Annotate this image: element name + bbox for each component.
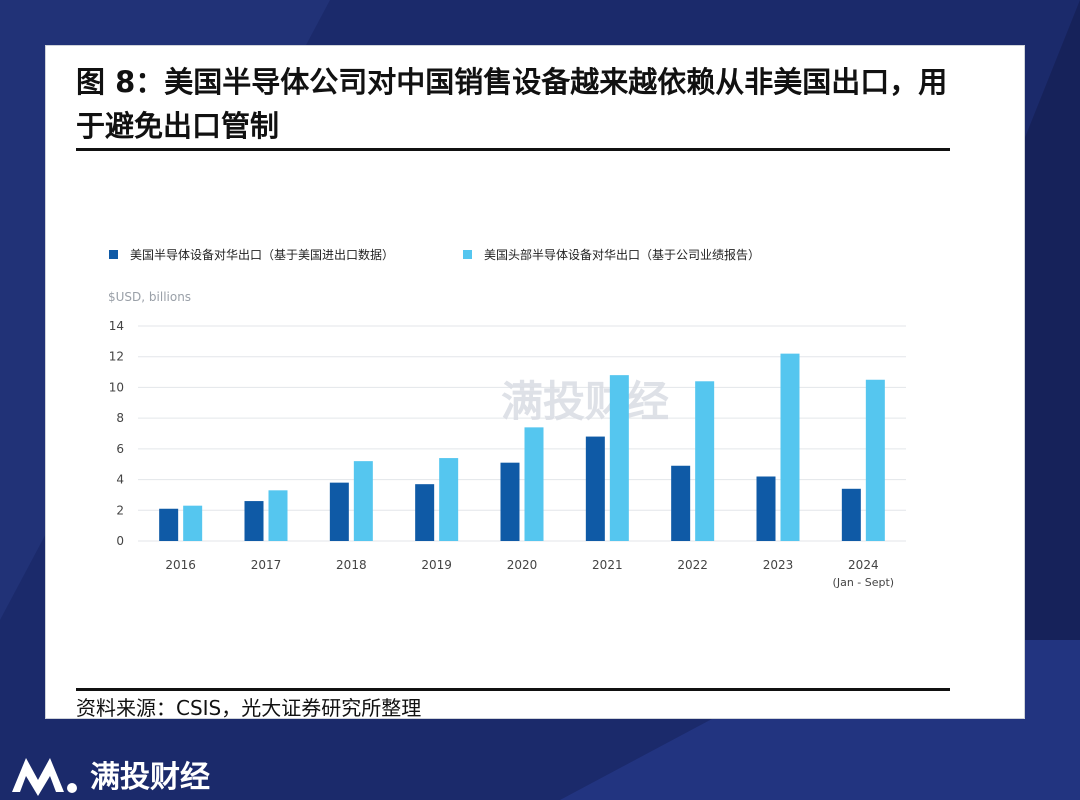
bar-series1-2023: [756, 476, 776, 541]
x-tick-label: 2016: [165, 558, 196, 572]
watermark-text: 满投财经: [501, 377, 669, 426]
bar-series2-2022: [695, 381, 715, 541]
y-tick-label: 8: [116, 411, 124, 425]
bar-chart: 0 2 4 6 8 10 12 14 满投财经 2016 2017 2018 2019 2020 202…: [109, 319, 906, 589]
y-tick-label: 6: [116, 442, 124, 456]
chart-title: 图 8：美国半导体公司对中国销售设备越来越依赖从非美国出口，用于避免出口管制: [76, 65, 948, 143]
x-tick-sublabel: (Jan - Sept): [833, 576, 895, 589]
legend-label-series1: 美国半导体设备对华出口（基于美国进出口数据）: [130, 248, 395, 262]
legend-swatch-series2: [463, 250, 472, 259]
x-tick-label: 2022: [677, 558, 708, 572]
legend-label-series2: 美国头部半导体设备对华出口（基于公司业绩报告）: [484, 248, 761, 262]
bar-series2-2018: [353, 461, 373, 541]
source-note: 资料来源：CSIS，光大证券研究所整理: [76, 696, 422, 720]
bar-series1-2022: [671, 465, 691, 541]
title-divider: [76, 148, 950, 151]
y-tick-label: 4: [116, 473, 124, 487]
y-tick-labels: 0 2 4 6 8 10 12 14: [109, 319, 124, 548]
bar-series2-2024: [865, 379, 885, 541]
bar-series1-2017: [244, 501, 264, 541]
chart-card: 图 8：美国半导体公司对中国销售设备越来越依赖从非美国出口，用于避免出口管制 美…: [45, 45, 1025, 720]
x-tick-label: 2023: [763, 558, 794, 572]
y-tick-label: 0: [116, 534, 124, 548]
bars: [159, 353, 885, 541]
legend-entry-series2: 美国头部半导体设备对华出口（基于公司业绩报告）: [463, 246, 760, 263]
bar-series1-2021: [585, 436, 605, 541]
x-tick-label: 2018: [336, 558, 367, 572]
legend-entry-series1: 美国半导体设备对华出口（基于美国进出口数据）: [109, 246, 394, 263]
y-axis-unit-label: $USD, billions: [108, 290, 192, 304]
x-tick-label: 2020: [507, 558, 538, 572]
x-tick-label: 2017: [251, 558, 282, 572]
source-divider: [76, 688, 950, 691]
y-tick-label: 10: [109, 380, 124, 394]
brand-name: 满投财经: [90, 760, 210, 795]
bar-series2-2016: [183, 505, 203, 541]
bar-series1-2020: [500, 462, 520, 541]
bar-series1-2018: [329, 482, 349, 541]
bar-series1-2016: [159, 508, 179, 541]
bar-series2-2023: [780, 353, 800, 541]
x-tick-labels: 2016 2017 2018 2019 2020 2021 2022 2023 2024 (Jan…: [165, 558, 894, 589]
brand-logo-icon: [12, 758, 77, 796]
bar-series2-2021: [609, 375, 629, 541]
bar-series2-2017: [268, 490, 288, 541]
y-tick-label: 12: [109, 350, 124, 364]
x-tick-label: 2019: [421, 558, 452, 572]
bar-series2-2019: [439, 458, 459, 541]
x-tick-label: 2021: [592, 558, 623, 572]
bar-series2-2020: [524, 427, 544, 541]
bar-series1-2024: [841, 488, 861, 541]
x-tick-label: 2024: [848, 558, 879, 572]
legend-swatch-series1: [109, 250, 118, 259]
gridlines: [138, 325, 906, 542]
y-tick-label: 14: [109, 319, 124, 333]
bar-series1-2019: [415, 484, 435, 541]
y-tick-label: 2: [116, 503, 124, 517]
